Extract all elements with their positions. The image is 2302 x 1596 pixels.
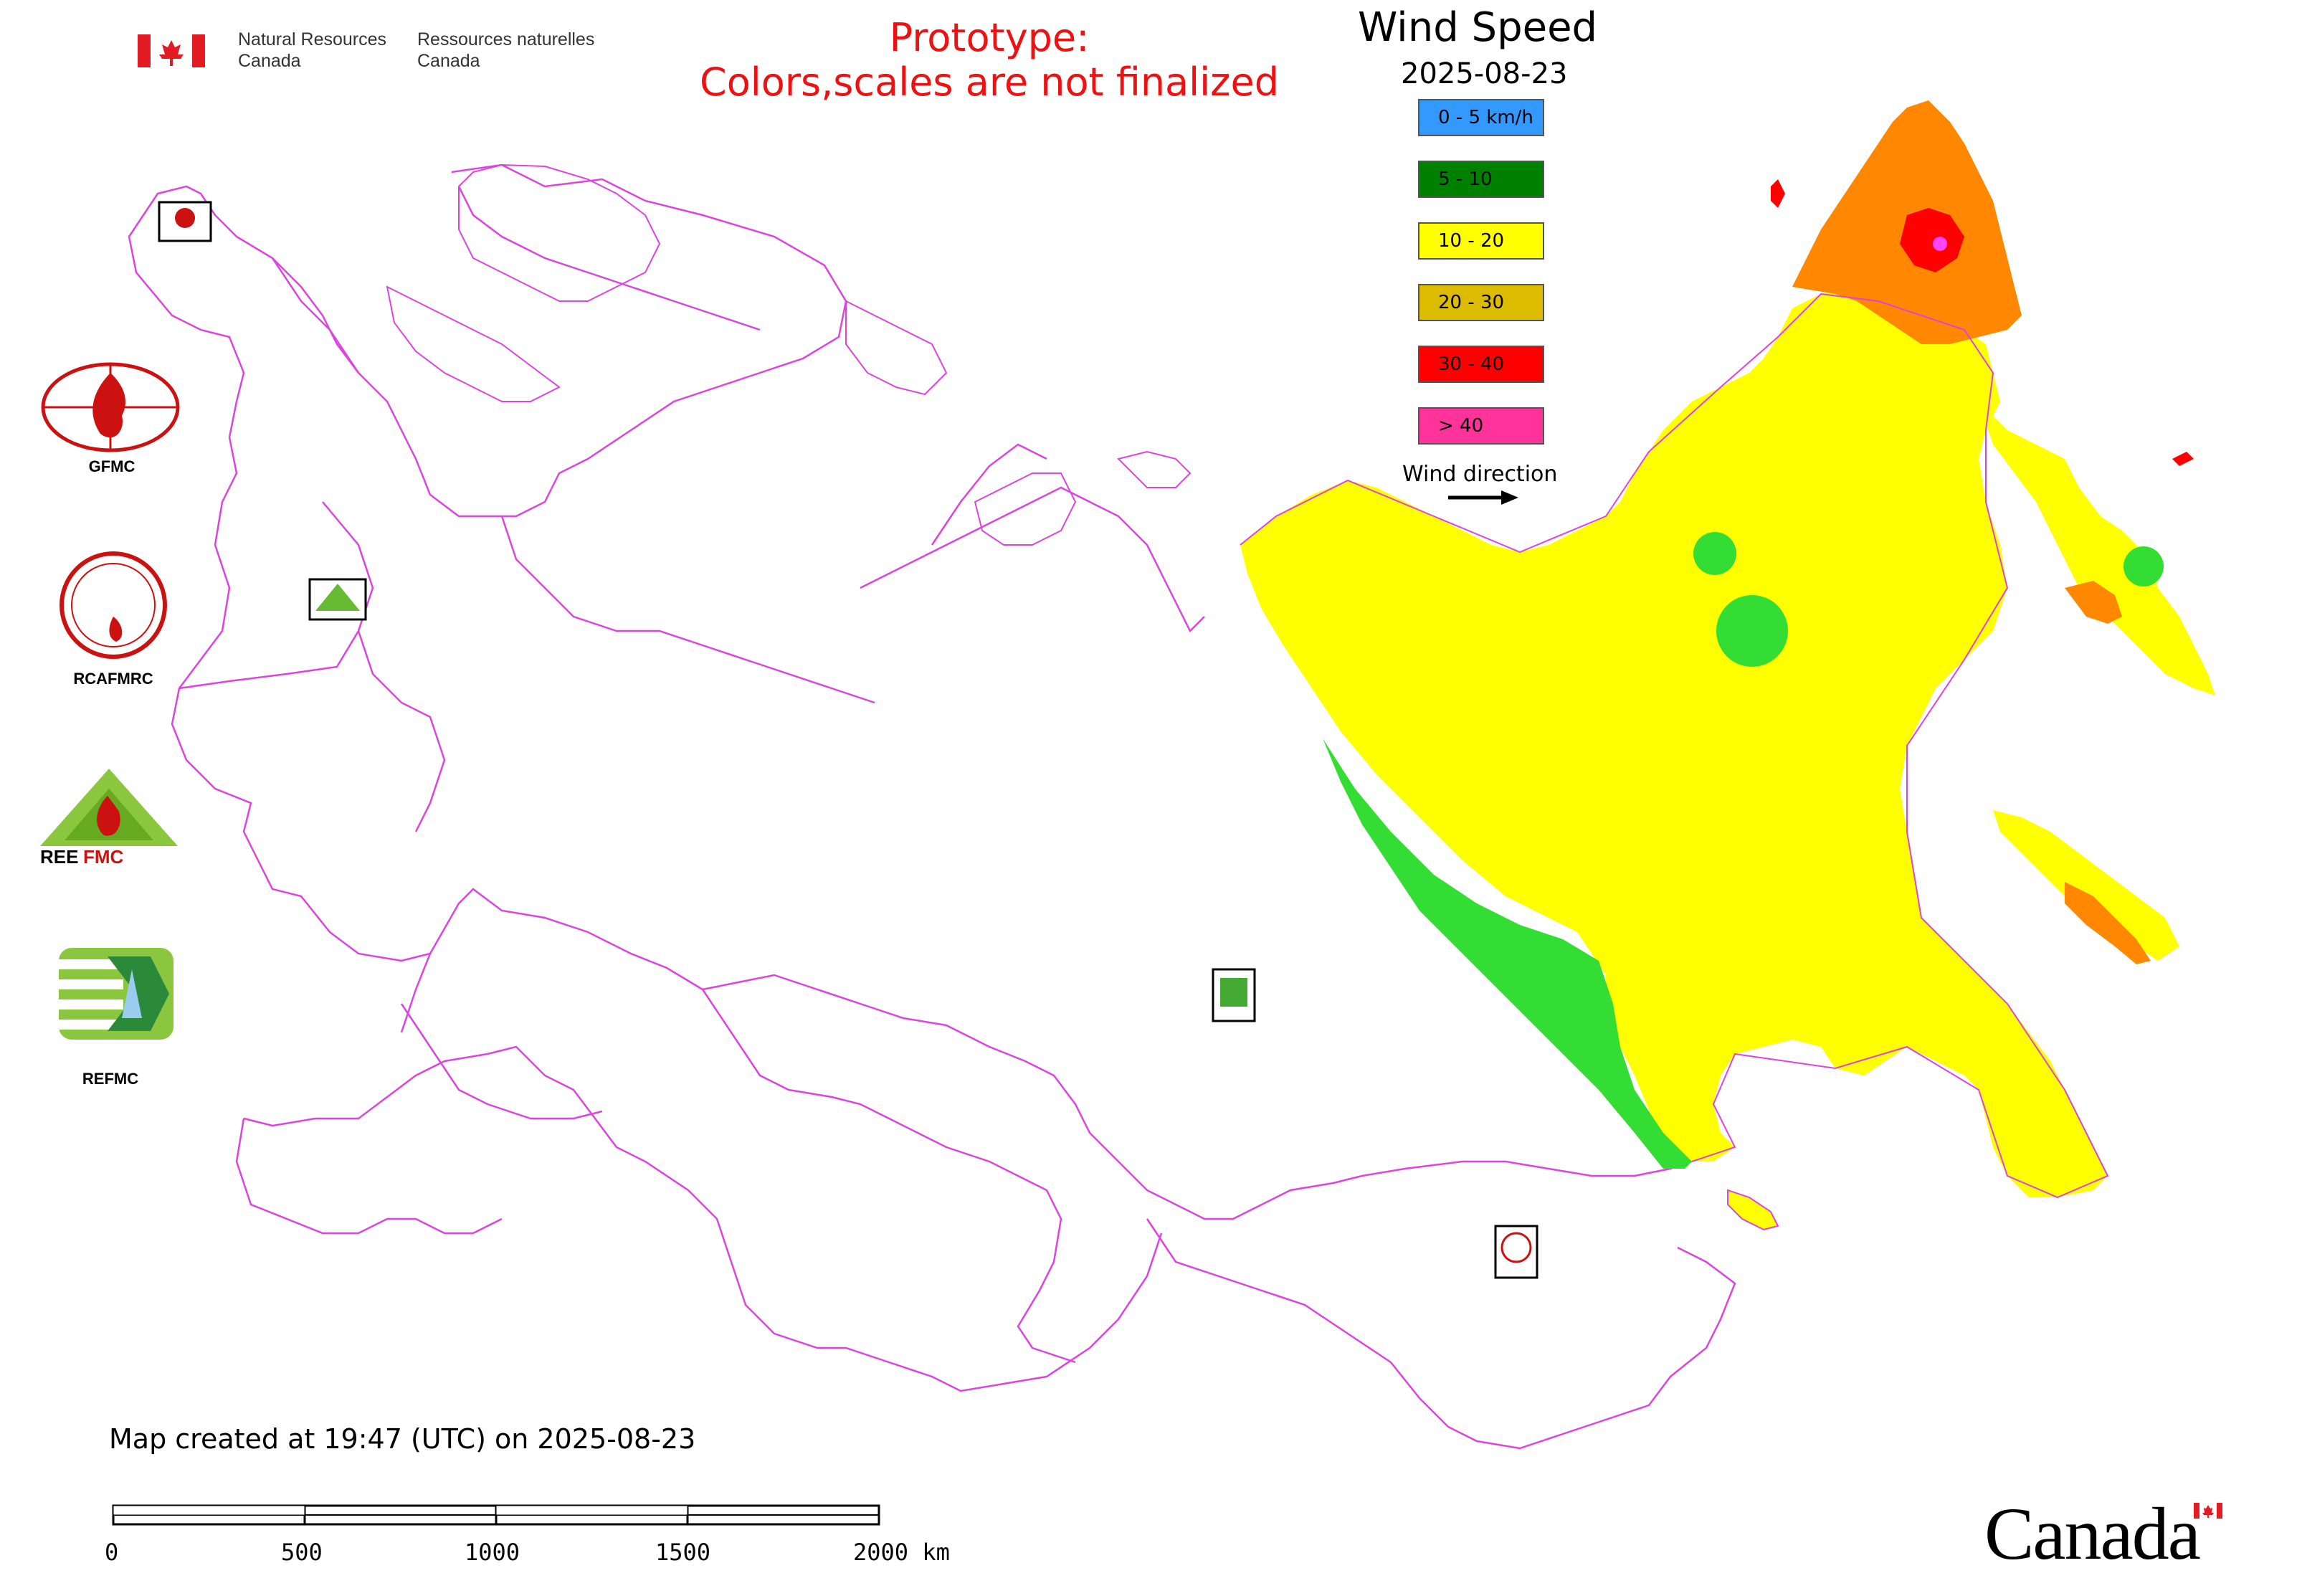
zone-orange-peninsula: [2065, 882, 2151, 964]
zone-10-20: [1240, 287, 2108, 1197]
rcafmrc-logo: [60, 551, 167, 659]
scale-tick-1500: 1500: [655, 1539, 711, 1566]
canada-flag-header: [138, 34, 205, 67]
legend-item-over-40: > 40: [1418, 407, 1544, 445]
map-created-text: Map created at 19:47 (UTC) on 2025-08-23: [109, 1423, 696, 1455]
zone-10-20-east: [1979, 402, 2215, 695]
zone-red: [1900, 208, 1964, 272]
rcafmrc-marker-icon: [1500, 1232, 1532, 1263]
island-red-small: [1771, 179, 1785, 208]
gfmc-label: GFMC: [88, 457, 135, 475]
canada-wordmark-flag: [2194, 1503, 2222, 1519]
gfmc-logo: [41, 362, 180, 452]
gfmc-marker-box: [158, 201, 212, 242]
wind-direction-label: Wind direction: [1402, 462, 1558, 487]
wind-direction-arrow: [1448, 490, 1518, 505]
scale-tick-0: 0: [105, 1539, 119, 1566]
prototype-line2: Colors,scales are not finalized: [700, 60, 1279, 105]
legend-title: Wind Speed: [1358, 4, 1598, 51]
svg-text:REE: REE: [40, 846, 78, 868]
rcafmrc-label: RCAFMRC: [73, 670, 153, 688]
zone-10-20-peninsula: [1993, 810, 2179, 961]
legend-item-20-30: 20 - 30: [1418, 284, 1544, 321]
nrcan-english-line1: Natural Resources: [238, 29, 387, 49]
zone-orange-east: [2065, 581, 2122, 624]
nrcan-french: Ressources naturelles Canada: [417, 29, 594, 72]
legend-item-30-40: 30 - 40: [1418, 346, 1544, 383]
svg-text:FMC: FMC: [83, 846, 124, 868]
prototype-notice: Prototype: Colors,scales are not finaliz…: [645, 16, 1333, 105]
island-south: [1727, 1189, 1779, 1231]
nrcan-french-line1: Ressources naturelles: [417, 29, 595, 49]
reefmc-marker-icon: [315, 584, 360, 611]
prototype-line1: Prototype:: [889, 15, 1090, 60]
refmc-label: REFMC: [82, 1070, 139, 1088]
nrcan-english-line2: Canada: [238, 51, 301, 71]
nrcan-english: Natural Resources Canada: [238, 29, 386, 72]
country-boundaries: [128, 163, 1736, 1450]
legend-item-5-10: 5 - 10: [1418, 161, 1544, 198]
zone-green-circle-2: [1693, 532, 1736, 575]
refmc-marker-icon: [1220, 978, 1247, 1007]
island-red-east: [2172, 452, 2194, 466]
nrcan-french-line2: Canada: [417, 51, 480, 71]
zone-magenta-spot: [1933, 237, 1947, 251]
zone-green-circle-1: [1716, 595, 1788, 667]
zone-green-southwest: [1323, 738, 1692, 1169]
zone-green-circle-3: [2123, 546, 2164, 586]
refmc-logo: [59, 948, 173, 1040]
legend-item-10-20: 10 - 20: [1418, 222, 1544, 260]
reefmc-logo: REE FMC: [40, 769, 191, 868]
scale-tick-1000: 1000: [465, 1539, 520, 1566]
scale-tick-2000: 2000 km: [853, 1539, 950, 1566]
legend-item-0-5: 0 - 5 km/h: [1418, 99, 1544, 136]
northern-islands: [386, 163, 1192, 546]
gfmc-marker-icon: [175, 208, 195, 228]
legend-date: 2025-08-23: [1401, 57, 1568, 90]
canada-wordmark: Canada: [1984, 1493, 2201, 1575]
scale-tick-500: 500: [281, 1539, 323, 1566]
scale-bar: [112, 1504, 880, 1526]
eastern-boundary: [1240, 293, 2109, 1199]
